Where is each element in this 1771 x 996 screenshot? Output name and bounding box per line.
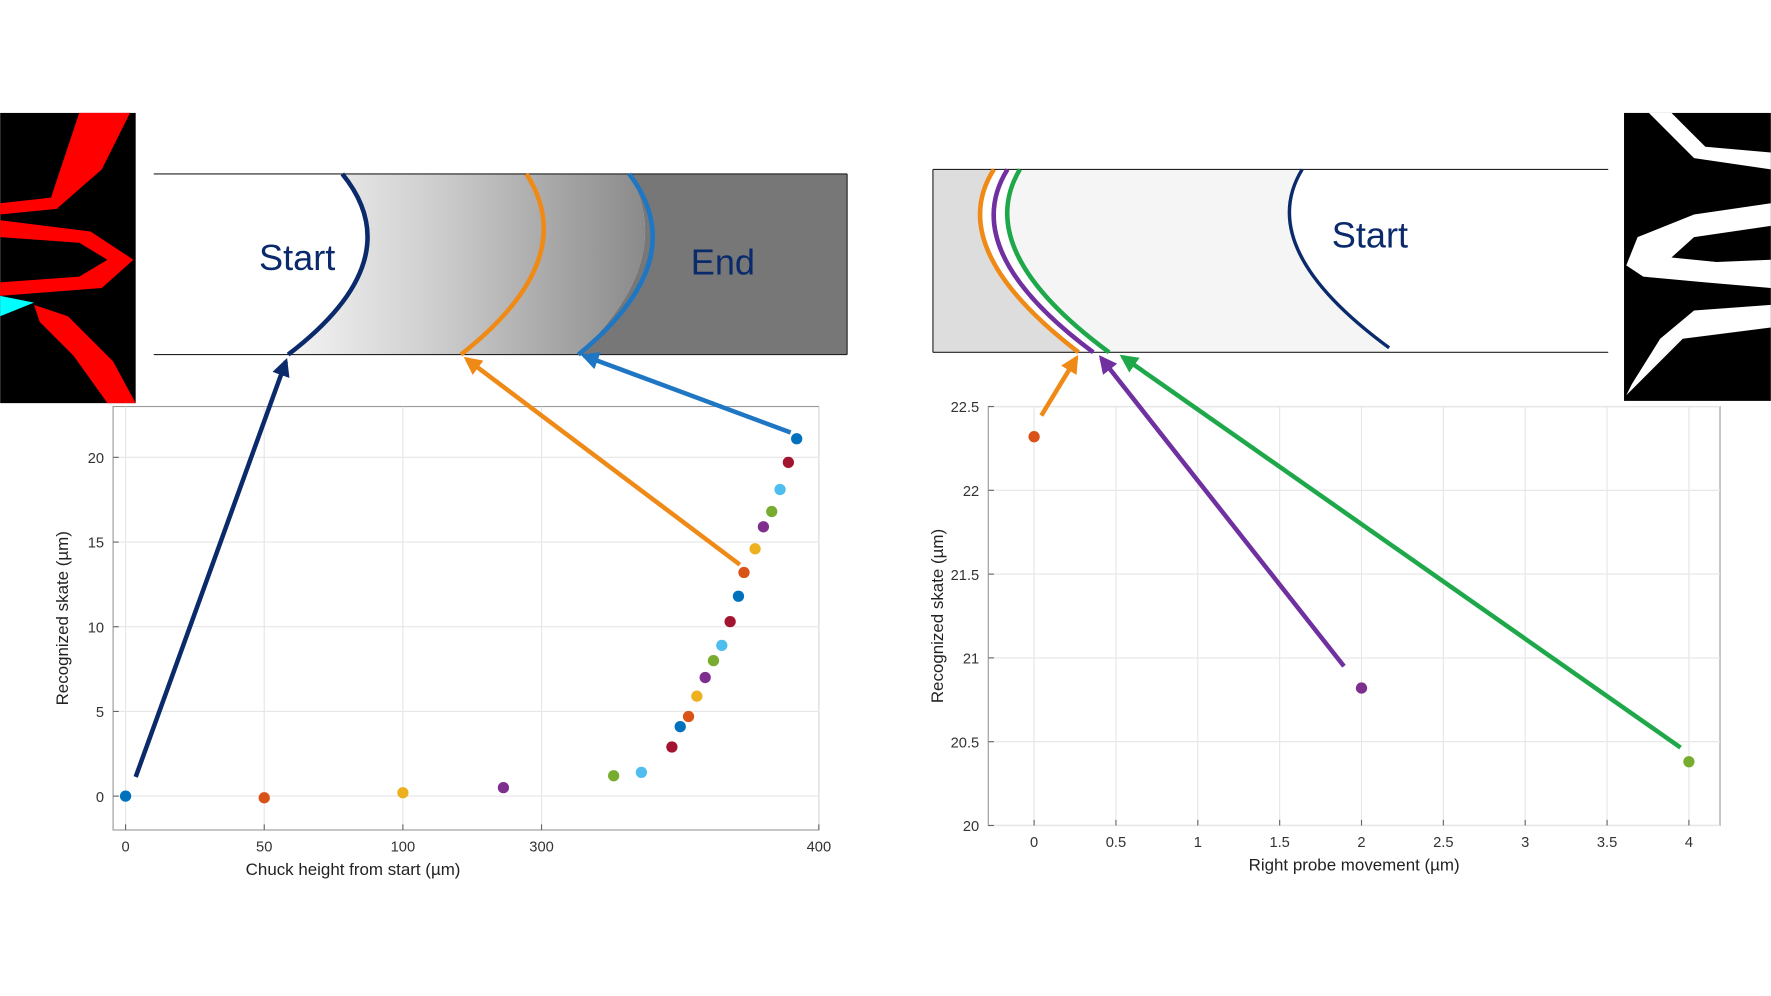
x-tick-label: 3.5 [1597,835,1617,851]
point [682,710,695,723]
point [699,671,711,684]
x-axis-title: Right probe movement (µm) [1249,856,1460,875]
x-tick-label: 3 [1521,835,1529,851]
x-tick-label: 0 [121,839,129,855]
x-tick-label: 2.5 [1433,835,1453,851]
y-tick-label: 20 [963,819,979,835]
point [782,456,795,469]
y-tick-label: 20 [88,451,104,467]
left-bar: Start End [153,172,848,357]
point [1683,756,1695,768]
annotation: Start [1332,214,1408,255]
x-tick-label: 4 [1685,835,1693,851]
y-axis-title: Recognized skate (µm) [53,531,72,705]
plot-area [987,405,1721,827]
point [1355,682,1368,694]
y-tick-label: 22 [963,484,979,500]
plot-area [112,405,820,831]
x-tick-label: 400 [807,839,831,855]
point [119,790,132,802]
point [757,521,770,533]
x-tick-label: 50 [256,839,272,855]
y-tick-label: 22.5 [951,400,980,416]
point [774,483,786,496]
x-tick-label: 300 [529,839,553,855]
y-tick-label: 0 [96,790,104,806]
point [716,639,728,652]
point [608,770,620,782]
x-tick-label: 100 [391,839,415,855]
probe-image-right [1624,112,1771,401]
point [666,741,678,753]
y-axis-title: Recognized skate (µm) [928,529,947,703]
point [691,690,703,702]
right-bar: Start [932,168,1609,355]
probe-image-left [0,112,136,404]
point [738,566,750,579]
point [258,792,270,804]
point [724,616,736,628]
x-tick-label: 1.5 [1269,835,1289,851]
annotation: Start [259,237,335,278]
y-tick-label: 15 [88,536,104,552]
point [497,782,510,794]
point [397,787,409,799]
point [766,505,778,518]
point [635,766,648,779]
x-tick-label: 0 [1030,835,1038,851]
point [791,433,803,445]
point [749,543,761,555]
x-tick-label: 2 [1357,835,1365,851]
y-tick-label: 5 [96,705,104,721]
x-tick-label: 0.5 [1106,835,1126,851]
point [1028,431,1040,443]
y-tick-label: 21.5 [951,568,980,584]
point [707,654,720,667]
point [674,721,686,733]
x-axis-title: Chuck height from start (µm) [246,860,461,879]
y-tick-label: 20.5 [951,735,980,751]
annotation: End [691,241,755,282]
y-tick-label: 21 [963,652,979,668]
x-tick-label: 1 [1194,835,1202,851]
y-tick-label: 10 [88,620,104,636]
point [732,590,745,602]
arrows [133,352,1682,778]
